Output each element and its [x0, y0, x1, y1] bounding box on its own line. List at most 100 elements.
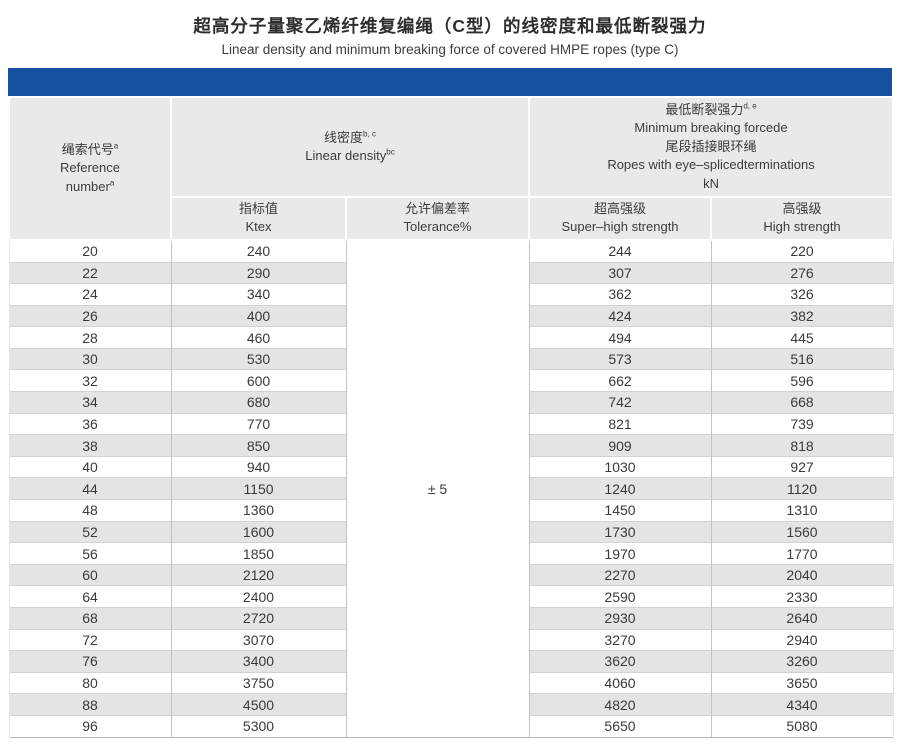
cell-high-strength: 445: [710, 326, 894, 349]
cell-high-strength: 326: [710, 283, 894, 306]
cell-ktex: 940: [170, 455, 347, 478]
cell-reference-number: 96: [8, 714, 172, 738]
table-body: 20 240 ± 5 244 220 22 290 307 276 24 340 362 326 26 40…: [8, 239, 894, 738]
cell-reference-number: 44: [8, 477, 172, 500]
cell-reference-number: 56: [8, 542, 172, 565]
title-english: Linear density and minimum breaking forc…: [221, 42, 679, 57]
cell-reference-number: 68: [8, 607, 172, 630]
cell-reference-number: 60: [8, 563, 172, 586]
cell-super-high-strength: 1030: [528, 455, 712, 478]
cell-super-high-strength: 1970: [528, 542, 712, 565]
rope-spec-table: 绳索代号a Reference numbera 线密度b, c Linear d…: [8, 96, 895, 738]
table-row: 72 3070 3270 2940: [8, 628, 894, 651]
cell-reference-number: 38: [8, 434, 172, 457]
cell-high-strength: 818: [710, 434, 894, 457]
cell-reference-number: 22: [8, 261, 172, 284]
col-header-linear-density: 线密度b, c Linear densitybc: [170, 96, 530, 198]
table-row: 56 1850 1970 1770: [8, 542, 894, 565]
cell-ktex: 680: [170, 391, 347, 414]
col-header-ktex: 指标值 Ktex: [170, 196, 347, 241]
cell-ktex: 2400: [170, 585, 347, 608]
cell-ktex: 3070: [170, 628, 347, 651]
cell-ktex: 1150: [170, 477, 347, 500]
table-row: 36 770 821 739: [8, 412, 894, 435]
cell-ktex: 2120: [170, 563, 347, 586]
cell-ktex: 4500: [170, 693, 347, 716]
col-header-super-high-strength: 超高强级 Super–high strength: [528, 196, 712, 241]
cell-high-strength: 3260: [710, 650, 894, 673]
cell-reference-number: 76: [8, 650, 172, 673]
page-title: 超高分子量聚乙烯纤维复编绳（C型）的线密度和最低断裂强力 Linear dens…: [0, 13, 900, 57]
cell-reference-number: 88: [8, 693, 172, 716]
cell-super-high-strength: 4820: [528, 693, 712, 716]
cell-ktex: 290: [170, 261, 347, 284]
cell-ktex: 770: [170, 412, 347, 435]
table-row: 96 5300 5650 5080: [8, 714, 894, 738]
cell-high-strength: 739: [710, 412, 894, 435]
table-row: 20 240 ± 5 244 220: [8, 239, 894, 738]
cell-super-high-strength: 424: [528, 304, 712, 327]
cell-high-strength: 3650: [710, 671, 894, 694]
cell-reference-number: 52: [8, 520, 172, 543]
cell-high-strength: 2940: [710, 628, 894, 651]
table-row: 88 4500 4820 4340: [8, 693, 894, 716]
linear-density-header-zh: 线密度b, c: [324, 129, 376, 145]
cell-ktex: 1850: [170, 542, 347, 565]
cell-super-high-strength: 362: [528, 283, 712, 306]
cell-reference-number: 28: [8, 326, 172, 349]
table-row: 68 2720 2930 2640: [8, 607, 894, 630]
cell-ktex: 600: [170, 369, 347, 392]
cell-reference-number: 36: [8, 412, 172, 435]
table-row: 38 850 909 818: [8, 434, 894, 457]
cell-high-strength: 1310: [710, 499, 894, 522]
cell-ktex: 850: [170, 434, 347, 457]
table-row: 52 1600 1730 1560: [8, 520, 894, 543]
cell-ktex: 3400: [170, 650, 347, 673]
cell-ktex: 2720: [170, 607, 347, 630]
col-header-breaking-force: 最低断裂强力d, e Minimum breaking forcede 尾段插接…: [527, 96, 895, 198]
breaking-force-header-en2: Ropes with eye–splicedterminations: [607, 157, 815, 173]
table-row: 24 340 362 326: [8, 283, 894, 306]
cell-tolerance-merged: ± 5: [345, 239, 530, 738]
cell-super-high-strength: 3270: [528, 628, 712, 651]
cell-reference-number: 20: [8, 239, 172, 262]
table-row: 22 290 307 276: [8, 261, 894, 284]
cell-ktex: 530: [170, 347, 347, 370]
cell-reference-number: 30: [8, 347, 172, 370]
cell-ktex: 1360: [170, 499, 347, 522]
cell-ktex: 3750: [170, 671, 347, 694]
cell-super-high-strength: 1730: [528, 520, 712, 543]
cell-reference-number: 40: [8, 455, 172, 478]
cell-reference-number: 34: [8, 391, 172, 414]
cell-ktex: 240: [170, 239, 347, 262]
cell-reference-number: 80: [8, 671, 172, 694]
table-container: 绳索代号a Reference numbera 线密度b, c Linear d…: [8, 68, 895, 738]
reference-header-zh: 绳索代号a: [61, 141, 119, 157]
table-row: 26 400 424 382: [8, 304, 894, 327]
table-row: 60 2120 2270 2040: [8, 563, 894, 586]
breaking-force-header-zh2: 尾段插接眼环绳: [665, 138, 757, 154]
reference-header-en-line1: Reference: [60, 160, 120, 176]
cell-ktex: 460: [170, 326, 347, 349]
cell-super-high-strength: 2590: [528, 585, 712, 608]
cell-ktex: 5300: [170, 714, 347, 738]
cell-ktex: 340: [170, 283, 347, 306]
cell-reference-number: 72: [8, 628, 172, 651]
breaking-force-header-en: Minimum breaking forcede: [634, 120, 788, 136]
table-row: 80 3750 4060 3650: [8, 671, 894, 694]
cell-super-high-strength: 3620: [528, 650, 712, 673]
cell-super-high-strength: 2930: [528, 607, 712, 630]
cell-high-strength: 220: [710, 239, 894, 262]
reference-header-en-line2: numbera: [65, 178, 115, 194]
table-row: 64 2400 2590 2330: [8, 585, 894, 608]
cell-super-high-strength: 4060: [528, 671, 712, 694]
table-row: 34 680 742 668: [8, 391, 894, 414]
cell-super-high-strength: 573: [528, 347, 712, 370]
cell-super-high-strength: 909: [528, 434, 712, 457]
breaking-force-unit: kN: [703, 175, 719, 191]
cell-high-strength: 4340: [710, 693, 894, 716]
cell-reference-number: 26: [8, 304, 172, 327]
cell-super-high-strength: 1450: [528, 499, 712, 522]
cell-high-strength: 927: [710, 455, 894, 478]
cell-reference-number: 32: [8, 369, 172, 392]
